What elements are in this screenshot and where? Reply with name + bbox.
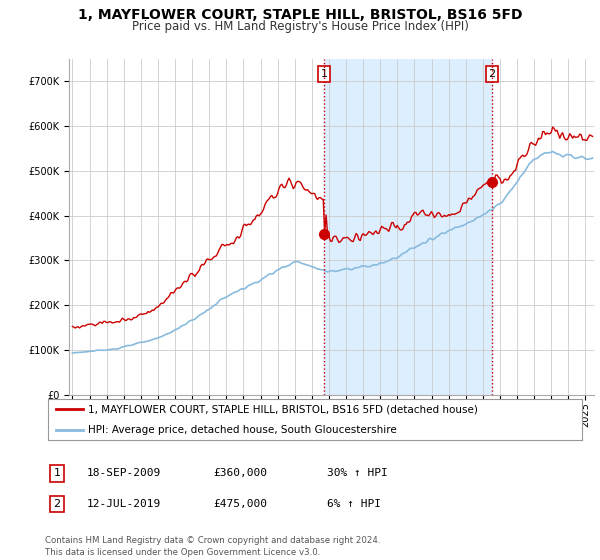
Text: 1: 1 xyxy=(320,69,328,79)
Text: 1, MAYFLOWER COURT, STAPLE HILL, BRISTOL, BS16 5FD (detached house): 1, MAYFLOWER COURT, STAPLE HILL, BRISTOL… xyxy=(88,404,478,414)
Text: 2: 2 xyxy=(488,69,496,79)
Bar xyxy=(324,59,492,395)
Text: 2: 2 xyxy=(53,499,61,509)
Text: 1, MAYFLOWER COURT, STAPLE HILL, BRISTOL, BS16 5FD: 1, MAYFLOWER COURT, STAPLE HILL, BRISTOL… xyxy=(78,8,522,22)
Text: 30% ↑ HPI: 30% ↑ HPI xyxy=(327,468,388,478)
Text: £475,000: £475,000 xyxy=(213,499,267,509)
Text: £360,000: £360,000 xyxy=(213,468,267,478)
Text: 1: 1 xyxy=(53,468,61,478)
Text: 6% ↑ HPI: 6% ↑ HPI xyxy=(327,499,381,509)
Text: Contains HM Land Registry data © Crown copyright and database right 2024.
This d: Contains HM Land Registry data © Crown c… xyxy=(45,536,380,557)
Text: Price paid vs. HM Land Registry's House Price Index (HPI): Price paid vs. HM Land Registry's House … xyxy=(131,20,469,32)
Text: 18-SEP-2009: 18-SEP-2009 xyxy=(87,468,161,478)
Text: HPI: Average price, detached house, South Gloucestershire: HPI: Average price, detached house, Sout… xyxy=(88,424,397,435)
Text: 12-JUL-2019: 12-JUL-2019 xyxy=(87,499,161,509)
